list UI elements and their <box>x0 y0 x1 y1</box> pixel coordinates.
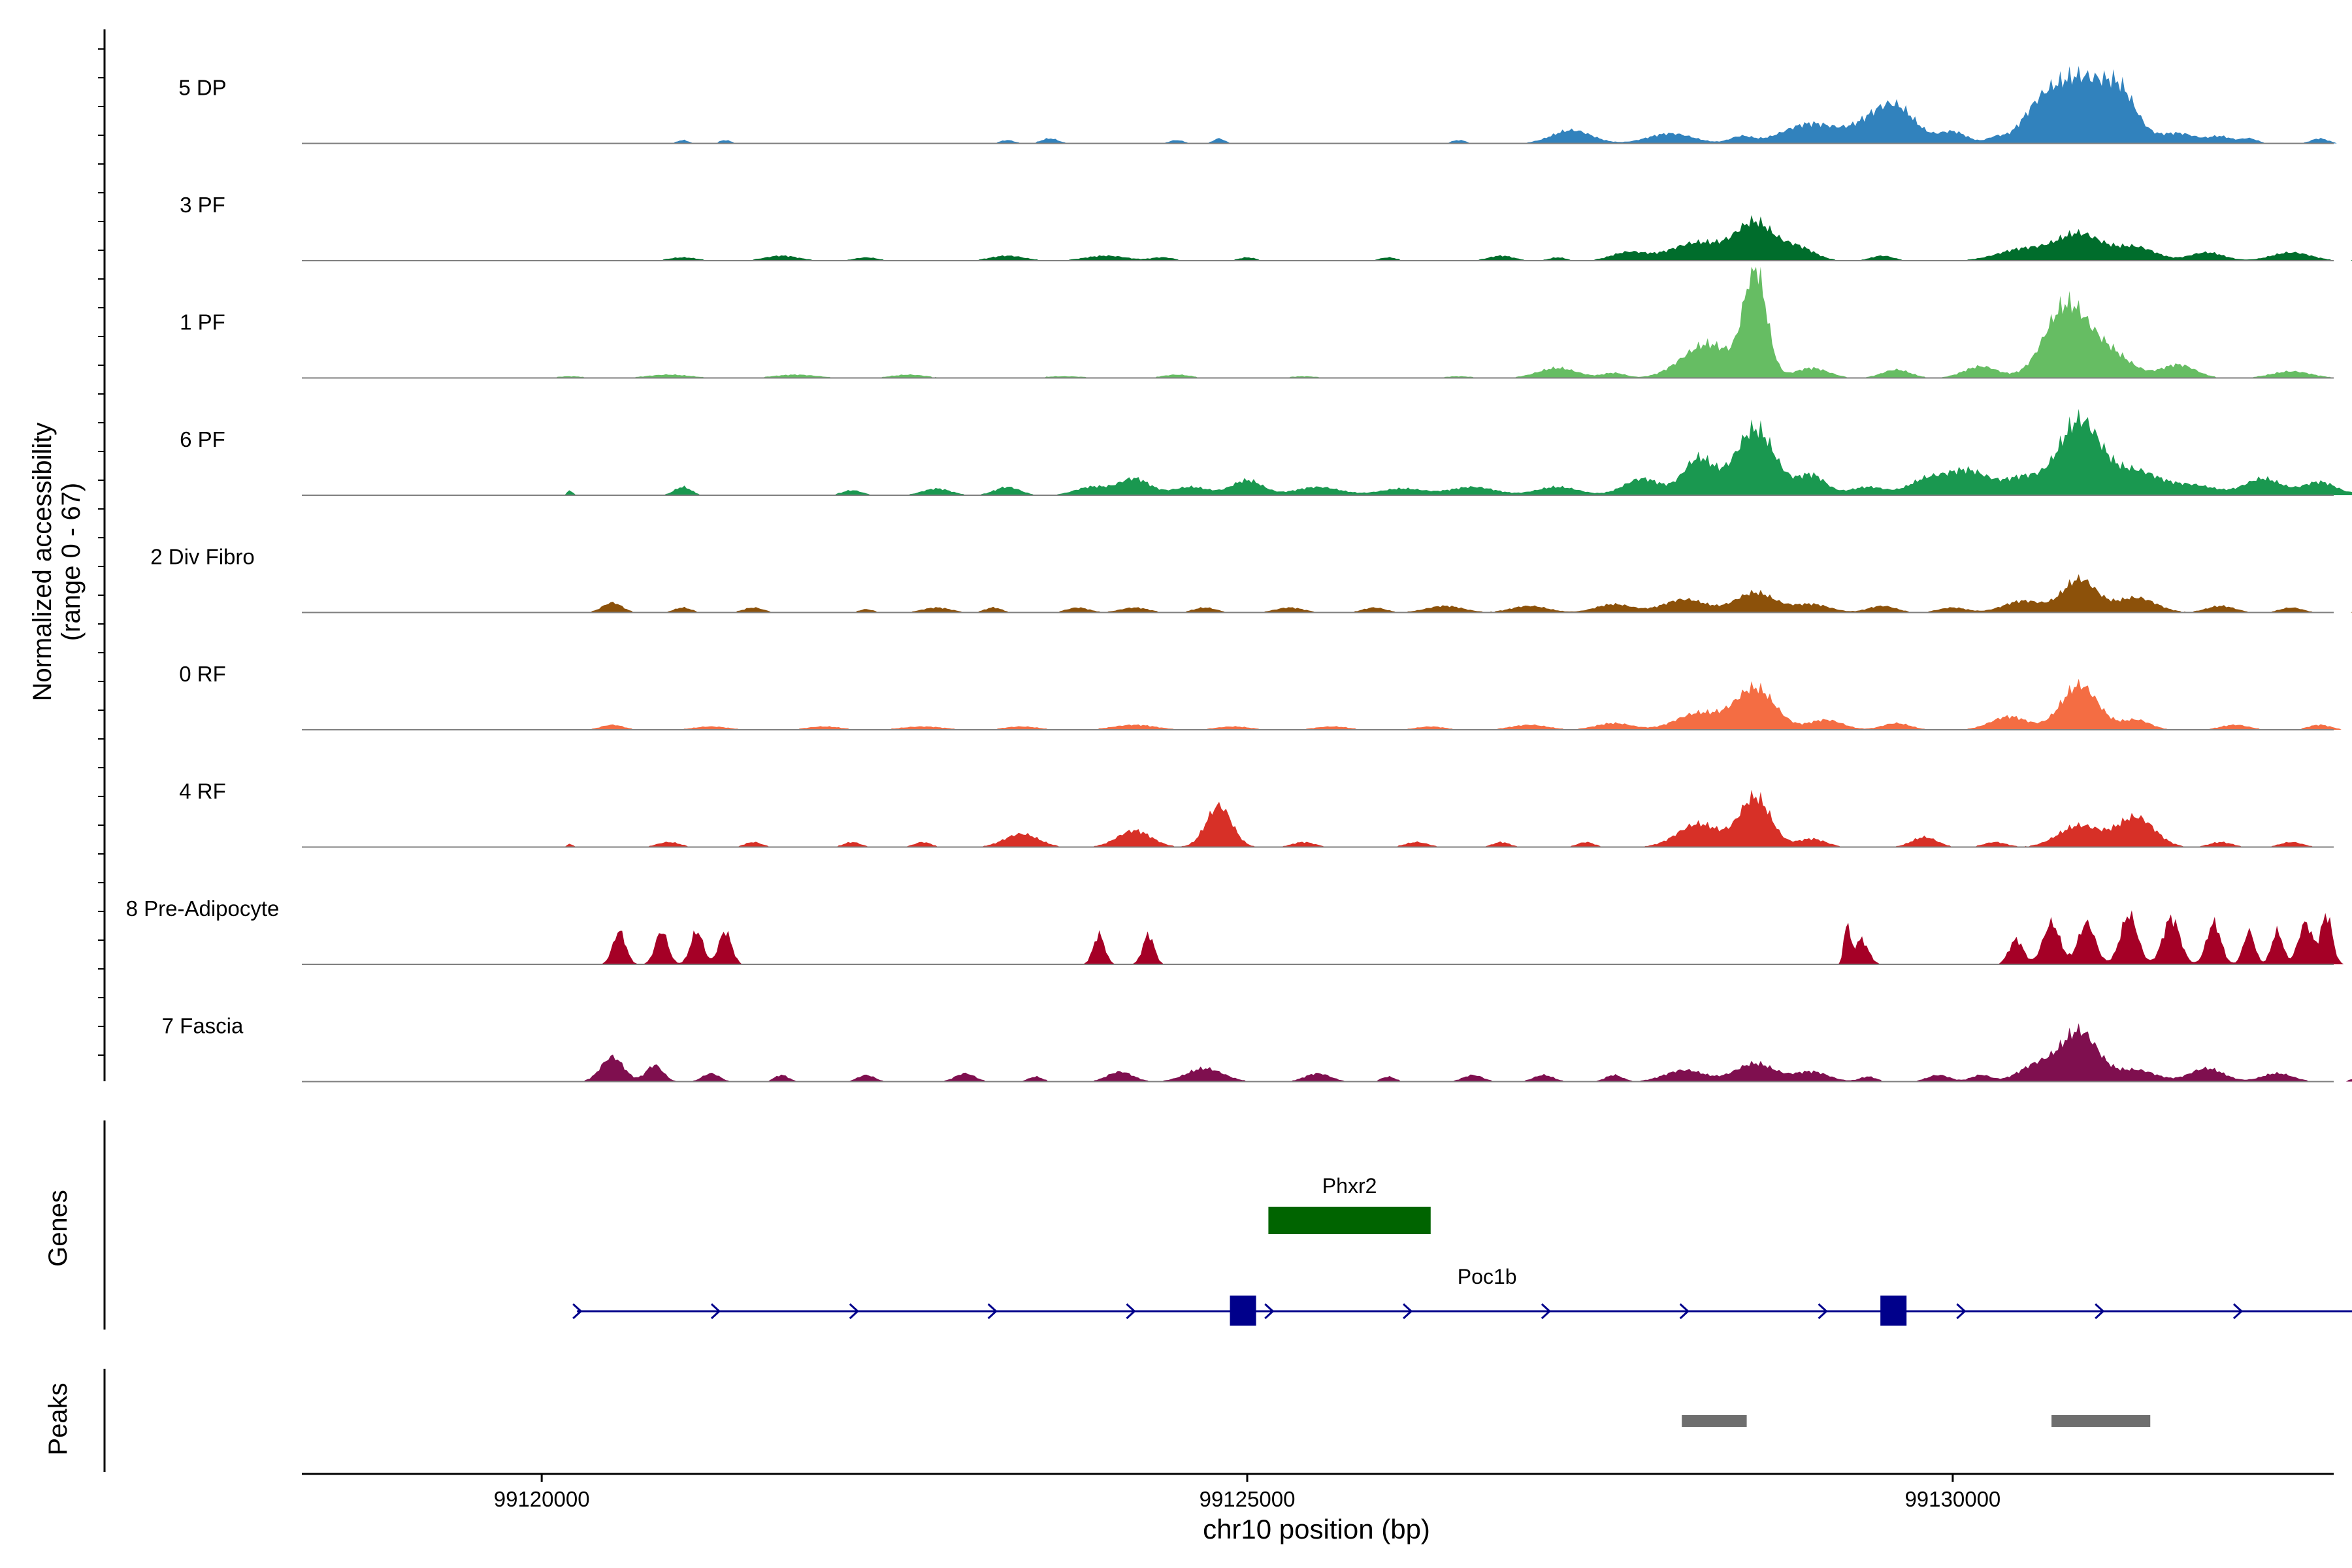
track-9: 7 Fascia <box>162 1014 2352 1083</box>
gene-exon <box>1230 1296 1256 1326</box>
peak-region <box>1682 1415 1747 1427</box>
track-label: 8 Pre-Adipocyte <box>126 896 280 921</box>
x-tick-label: 99125000 <box>1200 1487 1296 1511</box>
strand-arrow <box>1818 1303 1828 1320</box>
gene-body <box>1268 1207 1431 1234</box>
strand-arrow <box>1956 1303 1967 1320</box>
coverage-area <box>302 1023 2352 1082</box>
coverage-area <box>302 65 2352 144</box>
gene-annotation-track: Phxr2 Poc1b <box>572 1174 2352 1326</box>
track-2: 3 PF <box>180 193 2352 261</box>
coverage-area <box>302 678 2352 730</box>
gene-poc1b: Poc1b <box>572 1265 2352 1326</box>
peaks-track <box>1682 1415 2151 1427</box>
gene-phxr2: Phxr2 <box>1268 1174 1431 1234</box>
coverage-area <box>302 574 2352 613</box>
peak-region <box>2051 1415 2151 1427</box>
strand-arrow <box>1126 1303 1136 1320</box>
gene-exon <box>1880 1296 1907 1326</box>
strand-arrow <box>1403 1303 1413 1320</box>
track-1: 5 DP <box>178 65 2352 144</box>
strand-arrow <box>849 1303 859 1320</box>
track-8: 8 Pre-Adipocyte <box>126 896 2352 965</box>
y-axis-title-range: (range 0 - 67) <box>57 483 86 641</box>
coverage-area <box>302 267 2352 378</box>
track-6: 0 RF <box>179 662 2352 730</box>
x-axis: 99120000 99125000 99130000 <box>302 1473 2334 1511</box>
strand-arrow <box>1679 1303 1690 1320</box>
coverage-area <box>302 408 2352 495</box>
x-axis-title: chr10 position (bp) <box>1203 1514 1430 1544</box>
y-axis-title: Normalized accessibility <box>28 423 57 702</box>
track-3: 1 PF <box>180 267 2352 379</box>
x-tick-label: 99130000 <box>1904 1487 2001 1511</box>
strand-arrow <box>710 1303 721 1320</box>
coverage-area <box>302 910 2352 964</box>
axes: Normalized accessibility (range 0 - 67) … <box>28 29 1430 1544</box>
coverage-area <box>302 215 2352 261</box>
strand-arrow <box>2232 1303 2244 1320</box>
x-tick-label: 99120000 <box>494 1487 590 1511</box>
strand-arrow <box>572 1303 583 1320</box>
gene-name-label: Poc1b <box>1458 1265 1517 1288</box>
track-label: 4 RF <box>179 779 226 804</box>
track-label: 6 PF <box>180 427 225 451</box>
track-label: 7 Fascia <box>162 1014 244 1038</box>
track-label: 3 PF <box>180 193 225 217</box>
coverage-tracks: 5 DP 3 PF 1 PF 6 PF 2 Div Fibro 0 RF 4 RF 8 Pre… <box>126 65 2352 1083</box>
track-label: 2 Div Fibro <box>150 545 255 569</box>
track-label: 5 DP <box>178 76 226 100</box>
strand-arrow <box>1541 1303 1552 1320</box>
track-7: 4 RF <box>179 779 2352 848</box>
strand-arrow <box>1264 1303 1275 1320</box>
gene-name-label: Phxr2 <box>1322 1174 1377 1198</box>
track-4: 6 PF <box>180 408 2352 496</box>
genes-panel-label: Genes <box>44 1190 73 1267</box>
strand-arrow <box>987 1303 998 1320</box>
peaks-panel-label: Peaks <box>44 1382 73 1455</box>
track-5: 2 Div Fibro <box>150 545 2352 613</box>
coverage-area <box>302 789 2352 847</box>
strand-arrow <box>2095 1303 2105 1320</box>
track-label: 0 RF <box>179 662 226 686</box>
track-label: 1 PF <box>180 310 225 335</box>
